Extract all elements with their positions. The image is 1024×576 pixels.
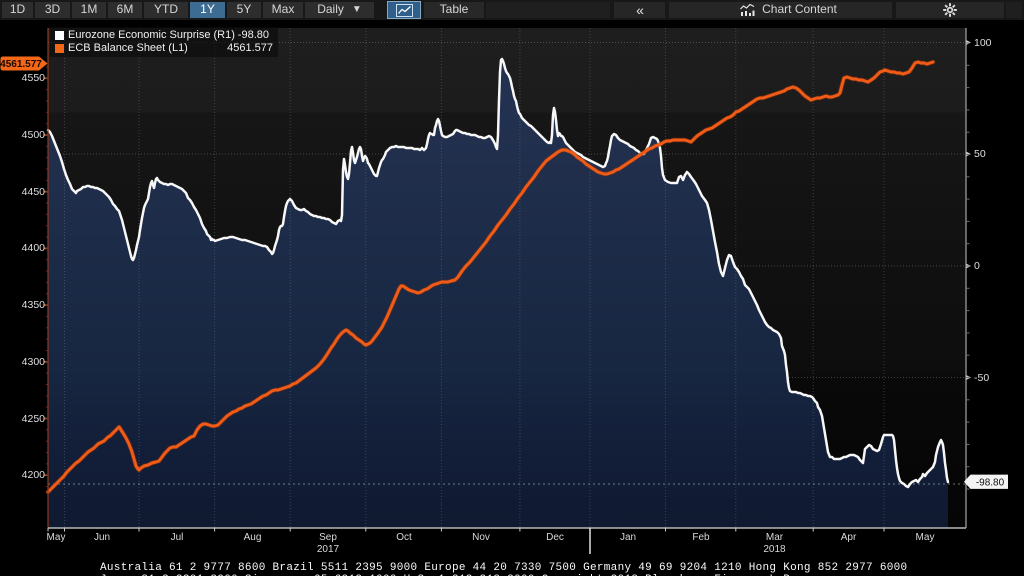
svg-text:4561.577: 4561.577 [0, 59, 42, 70]
svg-text:-98.80: -98.80 [976, 478, 1005, 489]
